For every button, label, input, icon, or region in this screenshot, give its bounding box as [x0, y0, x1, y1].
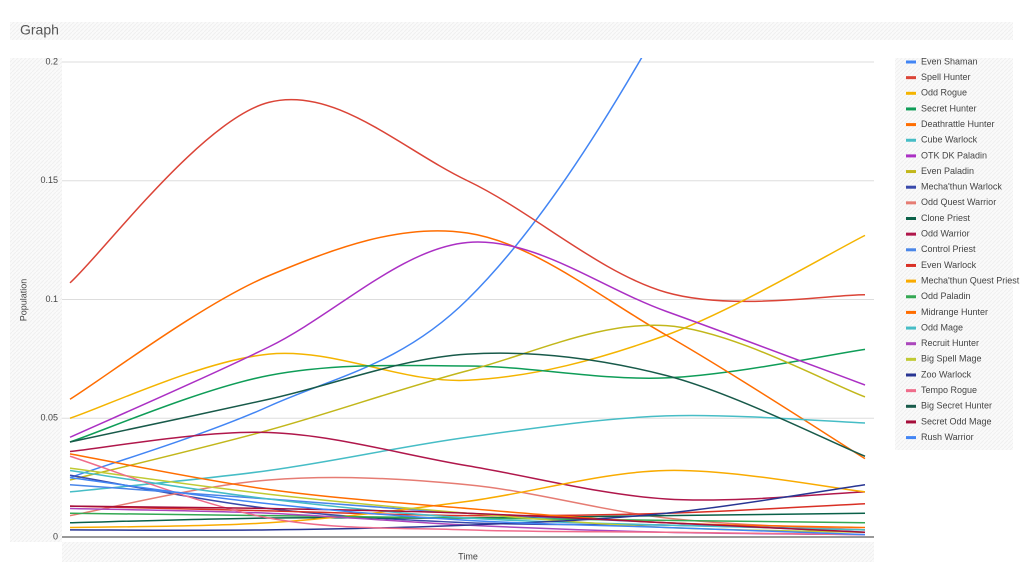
- x-axis-label: Time: [458, 551, 478, 561]
- series-line: [69, 455, 866, 536]
- legend-swatch: [906, 154, 916, 158]
- legend-label: Tempo Rogue: [921, 385, 977, 395]
- legend-label: Clone Priest: [921, 213, 971, 223]
- legend-swatch: [906, 76, 916, 80]
- legend-label: Odd Paladin: [921, 291, 971, 301]
- legend-swatch: [906, 342, 916, 346]
- legend-label: Secret Odd Mage: [921, 416, 992, 426]
- legend-swatch: [906, 373, 916, 377]
- series-line: [69, 469, 866, 529]
- y-axis-label: Population: [18, 279, 28, 322]
- series-line: [69, 58, 643, 479]
- legend-swatch: [906, 420, 916, 424]
- legend-swatch: [906, 217, 916, 220]
- legend-swatch: [906, 91, 916, 95]
- series-line: [69, 348, 866, 443]
- series-line: [69, 503, 866, 517]
- series-line: [69, 324, 866, 481]
- legend-swatch: [906, 185, 916, 189]
- legend-label: Big Spell Mage: [921, 354, 982, 364]
- legend-swatch: [906, 232, 916, 236]
- x-axis-band: [62, 542, 874, 562]
- legend-swatch: [906, 279, 916, 283]
- legend-label: Mecha'thun Warlock: [921, 182, 1002, 192]
- legend-swatch: [906, 389, 916, 393]
- legend-swatch: [906, 60, 916, 64]
- legend-label: Secret Hunter: [921, 103, 977, 113]
- legend-swatch: [906, 170, 916, 174]
- legend-label: Odd Quest Warrior: [921, 197, 996, 207]
- legend-label: Big Secret Hunter: [921, 401, 992, 411]
- plot-area: [69, 58, 866, 536]
- legend-label: Recruit Hunter: [921, 338, 979, 348]
- legend-swatch: [906, 107, 916, 111]
- series-line: [69, 484, 866, 531]
- legend-swatch: [906, 263, 916, 267]
- legend-swatch: [906, 201, 916, 205]
- legend-swatch: [906, 295, 916, 299]
- legend-label: Even Paladin: [921, 166, 974, 176]
- legend-label: Even Shaman: [921, 56, 978, 66]
- series-line: [69, 469, 866, 531]
- series-line: [69, 98, 866, 303]
- legend-label: Zoo Warlock: [921, 369, 972, 379]
- legend-label: Cube Warlock: [921, 135, 978, 145]
- header-band: [10, 22, 1013, 40]
- legend-label: Control Priest: [921, 244, 976, 254]
- legend-swatch: [906, 357, 916, 361]
- legend-swatch: [906, 123, 916, 127]
- header-title: Graph: [20, 22, 59, 38]
- legend-swatch: [906, 404, 916, 408]
- legend-swatch: [906, 310, 916, 314]
- series-line: [69, 352, 866, 457]
- legend-label: OTK DK Paladin: [921, 150, 987, 160]
- legend-label: Odd Mage: [921, 322, 963, 332]
- legend-label: Even Warlock: [921, 260, 977, 270]
- legend-label: Rush Warrior: [921, 432, 974, 442]
- legend-label: Deathrattle Hunter: [921, 119, 995, 129]
- series-line: [69, 505, 866, 533]
- y-tick-label: 0: [53, 531, 58, 541]
- y-tick-label: 0.15: [40, 175, 58, 185]
- y-tick-label: 0.2: [45, 56, 58, 66]
- series-line: [69, 230, 866, 460]
- legend-label: Midrange Hunter: [921, 307, 988, 317]
- y-tick-label: 0.1: [45, 294, 58, 304]
- legend-label: Spell Hunter: [921, 72, 971, 82]
- series-line: [69, 414, 866, 493]
- series-line: [69, 234, 866, 419]
- y-axis-band: [10, 58, 62, 542]
- series-line: [69, 241, 866, 438]
- series-line: [69, 453, 866, 529]
- y-tick-label: 0.05: [40, 413, 58, 423]
- legend-label: Odd Rogue: [921, 88, 967, 98]
- series-line: [69, 476, 866, 536]
- legend-swatch: [906, 436, 916, 440]
- legend-swatch: [906, 248, 916, 252]
- legend-swatch: [906, 138, 916, 142]
- legend-label: Odd Warrior: [921, 229, 970, 239]
- legend-swatch: [906, 326, 916, 330]
- series-line: [69, 431, 866, 501]
- legend-label: Mecha'thun Quest Priest: [921, 275, 1020, 285]
